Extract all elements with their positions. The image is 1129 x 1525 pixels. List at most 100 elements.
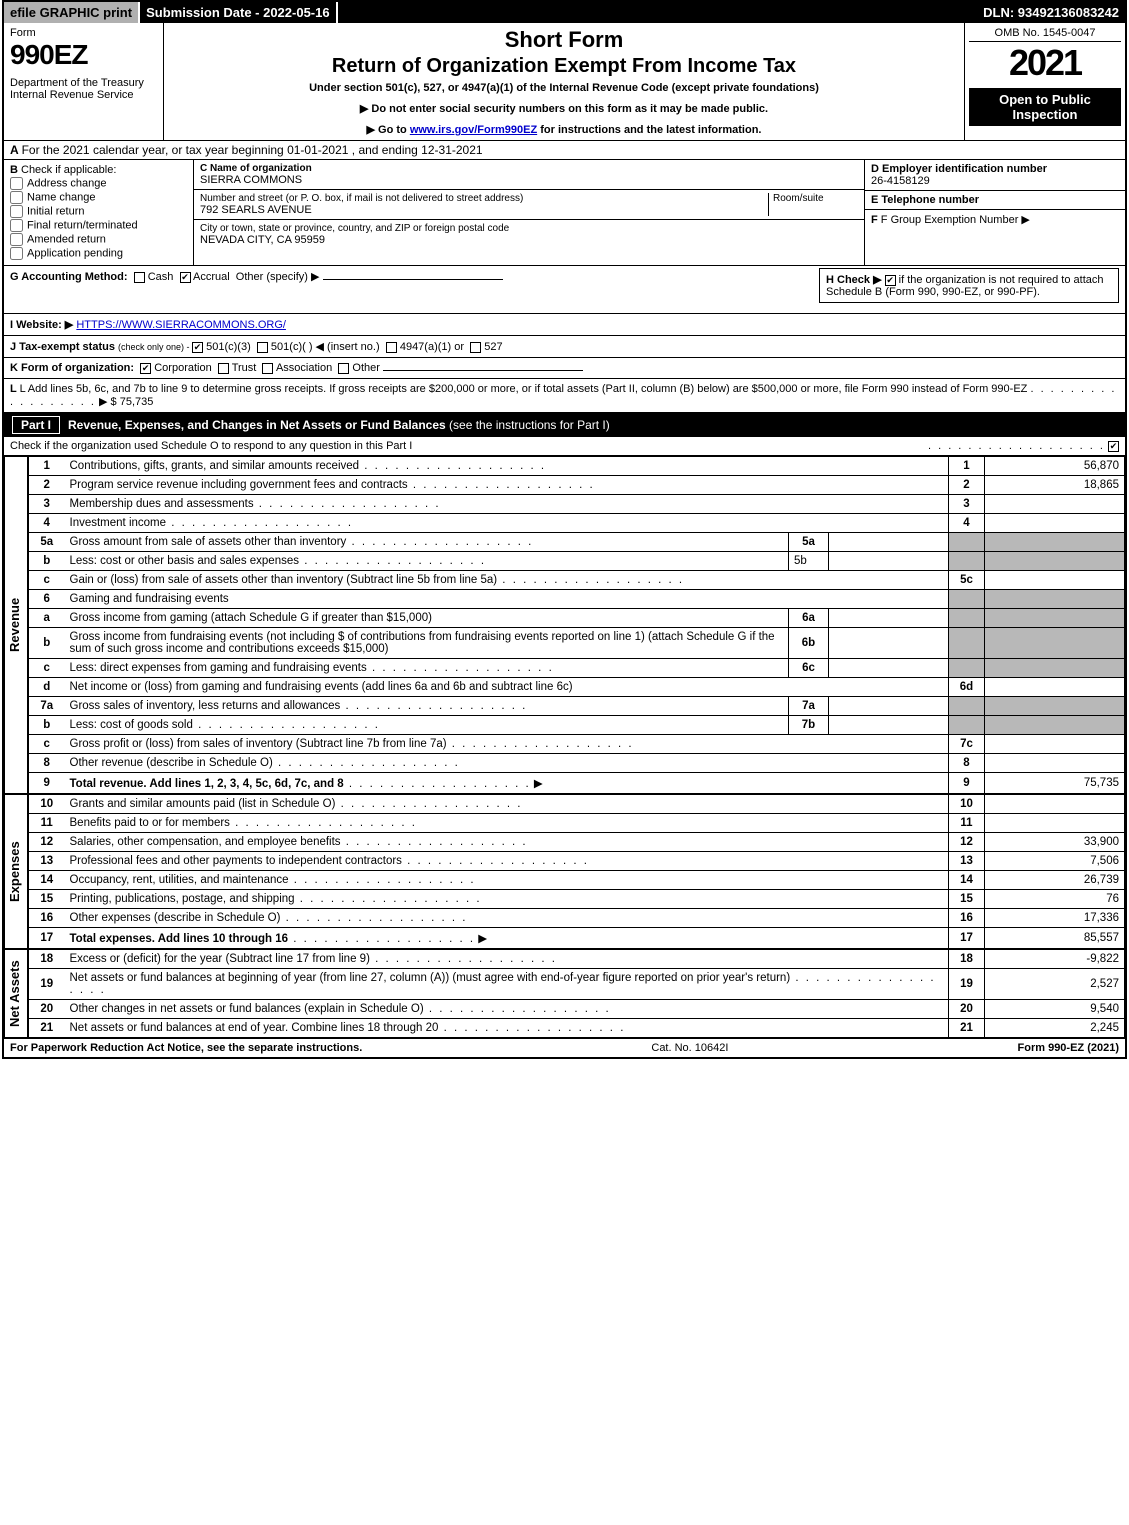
- section-a: A For the 2021 calendar year, or tax yea…: [4, 141, 1125, 160]
- net-assets-section: Net Assets 18Excess or (deficit) for the…: [4, 949, 1125, 1038]
- line-3: 3Membership dues and assessments3: [29, 495, 1125, 514]
- net-assets-label: Net Assets: [4, 949, 28, 1038]
- line-13: 13Professional fees and other payments t…: [29, 852, 1125, 871]
- chk-trust[interactable]: [218, 363, 229, 374]
- line-10: 10Grants and similar amounts paid (list …: [29, 795, 1125, 814]
- line-2: 2Program service revenue including gover…: [29, 476, 1125, 495]
- dln: DLN: 93492136083242: [977, 2, 1125, 23]
- line-21: 21Net assets or fund balances at end of …: [29, 1019, 1125, 1038]
- revenue-table: 1Contributions, gifts, grants, and simil…: [28, 456, 1125, 794]
- note-ssn: ▶ Do not enter social security numbers o…: [172, 102, 956, 115]
- top-bar: efile GRAPHIC print Submission Date - 20…: [4, 2, 1125, 23]
- tax-year: 2021: [969, 42, 1121, 84]
- part1-header: Part I Revenue, Expenses, and Changes in…: [4, 413, 1125, 437]
- line-5c: cGain or (loss) from sale of assets othe…: [29, 571, 1125, 590]
- chk-501c3[interactable]: [192, 342, 203, 353]
- addr-label: Number and street (or P. O. box, if mail…: [200, 193, 768, 204]
- efile-label: efile GRAPHIC print: [4, 2, 140, 23]
- dept-label: Department of the Treasury Internal Reve…: [10, 77, 157, 101]
- chk-amended-return[interactable]: Amended return: [10, 233, 187, 246]
- section-i: I Website: ▶ HTTPS://WWW.SIERRACOMMONS.O…: [4, 314, 1125, 336]
- part1-num: Part I: [12, 416, 60, 434]
- chk-initial-return[interactable]: Initial return: [10, 205, 187, 218]
- form-990ez: efile GRAPHIC print Submission Date - 20…: [2, 0, 1127, 1059]
- net-assets-table: 18Excess or (deficit) for the year (Subt…: [28, 949, 1125, 1038]
- section-l: L L Add lines 5b, 6c, and 7b to line 9 t…: [4, 379, 1125, 413]
- irs-link[interactable]: www.irs.gov/Form990EZ: [410, 124, 537, 136]
- form-word: Form: [10, 27, 157, 39]
- chk-address-change[interactable]: Address change: [10, 177, 187, 190]
- chk-schedule-b[interactable]: [885, 275, 896, 286]
- line-6a: aGross income from gaming (attach Schedu…: [29, 609, 1125, 628]
- line-6: 6Gaming and fundraising events: [29, 590, 1125, 609]
- open-to-public: Open to Public Inspection: [969, 88, 1121, 126]
- line-6b: bGross income from fundraising events (n…: [29, 628, 1125, 659]
- section-b: B Check if applicable: Address change Na…: [4, 160, 194, 265]
- line-6d: dNet income or (loss) from gaming and fu…: [29, 678, 1125, 697]
- subtitle: Under section 501(c), 527, or 4947(a)(1)…: [172, 82, 956, 94]
- submission-date: Submission Date - 2022-05-16: [140, 2, 338, 23]
- title-return: Return of Organization Exempt From Incom…: [172, 55, 956, 78]
- chk-other-org[interactable]: [338, 363, 349, 374]
- line-7a: 7aGross sales of inventory, less returns…: [29, 697, 1125, 716]
- section-c: C Name of organization SIERRA COMMONS Nu…: [194, 160, 865, 265]
- header-right: OMB No. 1545-0047 2021 Open to Public In…: [965, 23, 1125, 140]
- chk-corporation[interactable]: [140, 363, 151, 374]
- line-7b: bLess: cost of goods sold7b: [29, 716, 1125, 735]
- chk-527[interactable]: [470, 342, 481, 353]
- expenses-table: 10Grants and similar amounts paid (list …: [28, 794, 1125, 949]
- line-12: 12Salaries, other compensation, and empl…: [29, 833, 1125, 852]
- line-6c: cLess: direct expenses from gaming and f…: [29, 659, 1125, 678]
- section-a-text: For the 2021 calendar year, or tax year …: [22, 143, 483, 157]
- chk-application-pending[interactable]: Application pending: [10, 247, 187, 260]
- footer: For Paperwork Reduction Act Notice, see …: [4, 1038, 1125, 1057]
- chk-accrual[interactable]: [180, 272, 191, 283]
- section-def: D Employer identification number 26-4158…: [865, 160, 1125, 265]
- chk-501c[interactable]: [257, 342, 268, 353]
- org-name: SIERRA COMMONS: [200, 174, 858, 186]
- form-header: Form 990EZ Department of the Treasury In…: [4, 23, 1125, 141]
- line-14: 14Occupancy, rent, utilities, and mainte…: [29, 871, 1125, 890]
- section-k: K Form of organization: Corporation Trus…: [4, 358, 1125, 379]
- line-4: 4Investment income4: [29, 514, 1125, 533]
- section-h: H Check ▶ if the organization is not req…: [819, 268, 1119, 303]
- line-9: 9Total revenue. Add lines 1, 2, 3, 4, 5c…: [29, 773, 1125, 794]
- footer-left: For Paperwork Reduction Act Notice, see …: [10, 1042, 362, 1054]
- section-l-amount: $ 75,735: [111, 396, 154, 408]
- revenue-section: Revenue 1Contributions, gifts, grants, a…: [4, 456, 1125, 794]
- chk-schedule-o[interactable]: [1108, 441, 1119, 452]
- city: NEVADA CITY, CA 95959: [200, 234, 858, 246]
- section-b-label: Check if applicable:: [21, 164, 116, 176]
- org-name-label: C Name of organization: [200, 163, 858, 174]
- chk-4947[interactable]: [386, 342, 397, 353]
- ein-value: 26-4158129: [871, 175, 1119, 187]
- footer-right: Form 990-EZ (2021): [1018, 1042, 1119, 1054]
- line-17: 17Total expenses. Add lines 10 through 1…: [29, 928, 1125, 949]
- line-16: 16Other expenses (describe in Schedule O…: [29, 909, 1125, 928]
- footer-mid: Cat. No. 10642I: [651, 1042, 728, 1054]
- section-j: J Tax-exempt status (check only one) - 5…: [4, 336, 1125, 358]
- line-8: 8Other revenue (describe in Schedule O)8: [29, 754, 1125, 773]
- website-link[interactable]: HTTPS://WWW.SIERRACOMMONS.ORG/: [76, 319, 286, 331]
- chk-name-change[interactable]: Name change: [10, 191, 187, 204]
- part1-title: Revenue, Expenses, and Changes in Net As…: [68, 418, 446, 432]
- line-5b: bLess: cost or other basis and sales exp…: [29, 552, 1125, 571]
- chk-cash[interactable]: [134, 272, 145, 283]
- line-20: 20Other changes in net assets or fund ba…: [29, 1000, 1125, 1019]
- line-15: 15Printing, publications, postage, and s…: [29, 890, 1125, 909]
- line-18: 18Excess or (deficit) for the year (Subt…: [29, 950, 1125, 969]
- addr: 792 SEARLS AVENUE: [200, 204, 768, 216]
- part1-check-row: Check if the organization used Schedule …: [4, 437, 1125, 456]
- info-grid: B Check if applicable: Address change Na…: [4, 160, 1125, 266]
- omb-number: OMB No. 1545-0047: [969, 27, 1121, 42]
- revenue-label: Revenue: [4, 456, 28, 794]
- group-exemption-label: F F Group Exemption Number ▶: [871, 213, 1119, 226]
- header-left: Form 990EZ Department of the Treasury In…: [4, 23, 164, 140]
- line-1: 1Contributions, gifts, grants, and simil…: [29, 457, 1125, 476]
- room-label: Room/suite: [773, 193, 858, 204]
- note-goto: ▶ Go to www.irs.gov/Form990EZ for instru…: [172, 123, 956, 136]
- chk-association[interactable]: [262, 363, 273, 374]
- chk-final-return[interactable]: Final return/terminated: [10, 219, 187, 232]
- title-short-form: Short Form: [172, 27, 956, 53]
- form-number: 990EZ: [10, 39, 157, 71]
